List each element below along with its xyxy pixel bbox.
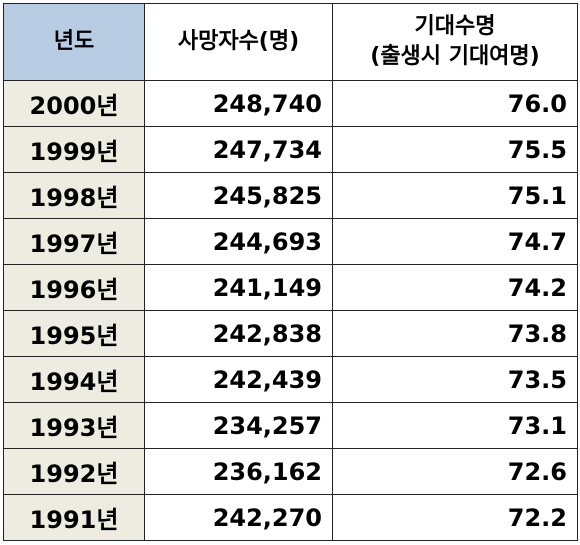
table-row: 1996년 241,149 74.2 [3,264,578,311]
table-row: 1992년 236,162 72.6 [3,448,578,495]
deaths-cell: 248,740 [144,80,333,127]
life-expectancy-cell: 76.0 [332,80,578,127]
life-expectancy-column-header: 기대수명 (출생시 기대여명) [332,3,578,81]
year-cell: 1996년 [3,264,145,311]
table-row: 1998년 245,825 75.1 [3,172,578,219]
table-row: 1993년 234,257 73.1 [3,402,578,449]
year-cell: 1993년 [3,402,145,449]
deaths-cell: 244,693 [144,218,333,265]
deaths-cell: 242,838 [144,310,333,357]
deaths-cell: 241,149 [144,264,333,311]
year-cell: 1991년 [3,494,145,541]
mortality-table: 년도 사망자수(명) 기대수명 (출생시 기대여명) 2000년 248,740 7… [3,3,578,541]
year-cell: 1997년 [3,218,145,265]
life-expectancy-cell: 73.8 [332,310,578,357]
table-container: 년도 사망자수(명) 기대수명 (출생시 기대여명) 2000년 248,740 7… [3,3,578,541]
year-cell: 1994년 [3,356,145,403]
table-row: 2000년 248,740 76.0 [3,80,578,127]
table-row: 1997년 244,693 74.7 [3,218,578,265]
life-expectancy-cell: 75.5 [332,126,578,173]
deaths-cell: 245,825 [144,172,333,219]
year-cell: 1998년 [3,172,145,219]
life-expectancy-cell: 72.6 [332,448,578,495]
deaths-cell: 247,734 [144,126,333,173]
year-cell: 1995년 [3,310,145,357]
header-row: 년도 사망자수(명) 기대수명 (출생시 기대여명) [3,3,578,81]
table-row: 1994년 242,439 73.5 [3,356,578,403]
life-expectancy-cell: 72.2 [332,494,578,541]
year-cell: 1992년 [3,448,145,495]
life-expectancy-cell: 74.2 [332,264,578,311]
deaths-cell: 242,270 [144,494,333,541]
deaths-cell: 234,257 [144,402,333,449]
year-cell: 1999년 [3,126,145,173]
life-expectancy-cell: 73.1 [332,402,578,449]
deaths-cell: 242,439 [144,356,333,403]
life-header-line2: (출생시 기대여명) [370,44,540,69]
life-header-line1: 기대수명 [414,14,496,40]
table-body: 2000년 248,740 76.0 1999년 247,734 75.5 1998년 245… [3,80,578,541]
year-cell: 2000년 [3,80,145,127]
table-row: 1999년 247,734 75.5 [3,126,578,173]
table-row: 1995년 242,838 73.8 [3,310,578,357]
year-column-header: 년도 [3,3,145,81]
life-expectancy-cell: 75.1 [332,172,578,219]
table-row: 1991년 242,270 72.2 [3,494,578,541]
life-expectancy-cell: 74.7 [332,218,578,265]
deaths-cell: 236,162 [144,448,333,495]
life-expectancy-cell: 73.5 [332,356,578,403]
deaths-column-header: 사망자수(명) [144,3,333,81]
